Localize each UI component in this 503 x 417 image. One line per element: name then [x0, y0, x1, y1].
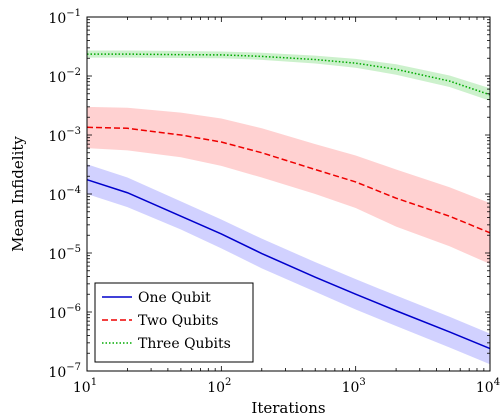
y-tick-labels: 10−7 10−6 10−5 10−4 10−3 10−2 10−1: [48, 8, 81, 381]
y-tick-label: 10−3: [48, 126, 81, 145]
y-tick-label: 10−2: [48, 67, 81, 86]
y-tick-label: 10−1: [48, 8, 81, 27]
three-qubits-line: [87, 53, 491, 96]
series-lines: [86, 53, 491, 350]
legend: One Qubit Two Qubits Three Qubits: [94, 282, 254, 363]
x-tick-label: 104: [476, 377, 500, 396]
confidence-bands: [87, 50, 490, 365]
y-tick-label: 10−5: [48, 244, 81, 263]
y-tick-label: 10−6: [48, 303, 81, 322]
legend-label-one-qubit: One Qubit: [138, 290, 211, 306]
one-qubit-line: [86, 178, 491, 350]
x-tick-label: 103: [342, 377, 366, 396]
one-qubit-band: [87, 164, 490, 365]
legend-label-two-qubits: Two Qubits: [138, 313, 218, 329]
y-tick-label: 10−4: [48, 185, 81, 204]
legend-box: [94, 282, 254, 363]
axis-ticks: [86, 16, 491, 372]
y-axis-label: Mean Infidelity: [9, 136, 27, 252]
x-axis-label: Iterations: [251, 399, 325, 417]
legend-label-three-qubits: Three Qubits: [138, 336, 231, 352]
three-qubits-band: [87, 50, 490, 101]
two-qubits-band: [87, 106, 490, 265]
two-qubits-line: [86, 126, 491, 234]
y-tick-label: 10−7: [48, 362, 81, 381]
x-tick-label: 101: [73, 377, 97, 396]
x-tick-label: 102: [207, 377, 231, 396]
x-tick-labels: 101 102 103 104: [73, 377, 500, 396]
